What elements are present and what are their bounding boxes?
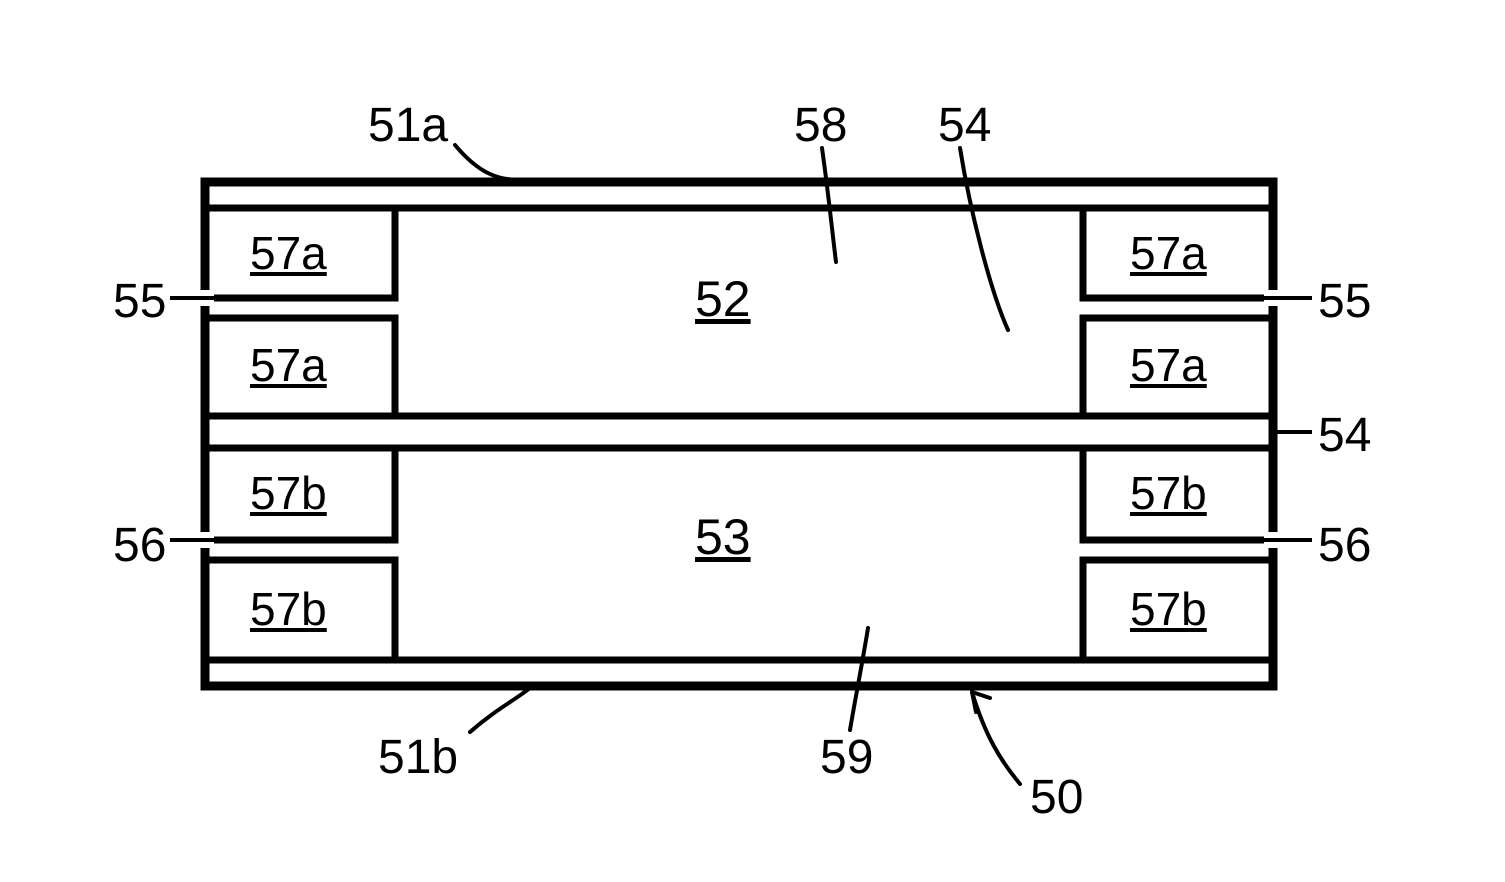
label-57b-lr: 57b xyxy=(1130,582,1207,636)
label-54-top: 54 xyxy=(938,98,991,153)
label-59: 59 xyxy=(820,730,873,785)
label-50: 50 xyxy=(1030,770,1083,825)
label-57b-br: 57b xyxy=(1130,466,1207,520)
diagram-svg xyxy=(0,0,1505,882)
label-51b: 51b xyxy=(378,730,458,785)
label-54-right: 54 xyxy=(1318,408,1371,463)
label-56-left: 56 xyxy=(113,518,166,573)
label-56-right: 56 xyxy=(1318,518,1371,573)
label-52: 52 xyxy=(695,270,751,328)
label-55-right: 55 xyxy=(1318,274,1371,329)
label-58: 58 xyxy=(794,98,847,153)
label-53: 53 xyxy=(695,508,751,566)
label-55-left: 55 xyxy=(113,274,166,329)
label-57a-tr: 57a xyxy=(1130,226,1207,280)
label-51a: 51a xyxy=(368,98,448,153)
label-57b-ll: 57b xyxy=(250,582,327,636)
label-57a-mr: 57a xyxy=(1130,338,1207,392)
label-57a-tl: 57a xyxy=(250,226,327,280)
label-57a-ml: 57a xyxy=(250,338,327,392)
label-57b-bl: 57b xyxy=(250,466,327,520)
